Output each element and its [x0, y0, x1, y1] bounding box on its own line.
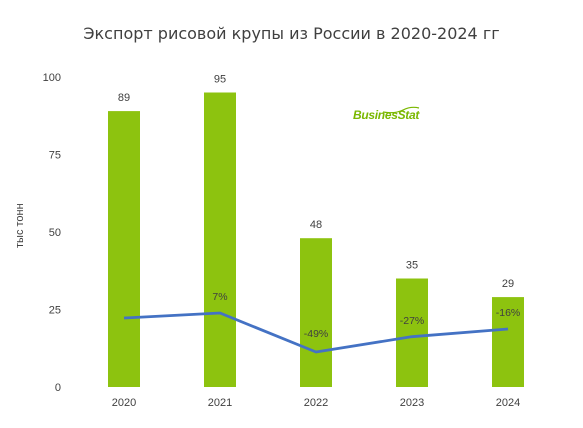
bar	[300, 238, 332, 387]
bar-value-label: 89	[118, 92, 130, 104]
y-tick-label: 25	[49, 305, 61, 317]
growth-label: -49%	[304, 328, 329, 340]
bar	[492, 297, 524, 387]
y-tick-label: 75	[49, 150, 61, 162]
bar-value-label: 48	[310, 219, 322, 231]
x-tick-label: 2023	[400, 397, 424, 409]
bar	[108, 111, 140, 387]
growth-line	[123, 311, 509, 354]
y-tick-label: 50	[49, 227, 61, 239]
growth-label: -16%	[496, 307, 521, 319]
logo-text: BusinesStat	[353, 108, 420, 122]
x-tick-label: 2024	[496, 397, 520, 409]
chart-title: Экспорт рисовой крупы из России в 2020-2…	[83, 24, 500, 43]
bar	[204, 92, 236, 387]
bar	[396, 278, 428, 387]
businesstat-logo: BusinesStat	[353, 104, 425, 126]
growth-label: -27%	[400, 315, 425, 327]
growth-label: 7%	[212, 291, 227, 303]
bar-value-label: 29	[502, 278, 514, 290]
bar-value-label: 35	[406, 260, 418, 272]
y-tick-label: 100	[43, 72, 61, 84]
x-tick-label: 2021	[208, 397, 232, 409]
x-tick-label: 2022	[304, 397, 328, 409]
y-tick-label: 0	[55, 382, 61, 394]
logo-swoosh-icon	[382, 106, 420, 114]
bar-value-label: 95	[214, 74, 226, 86]
x-tick-label: 2020	[112, 397, 136, 409]
